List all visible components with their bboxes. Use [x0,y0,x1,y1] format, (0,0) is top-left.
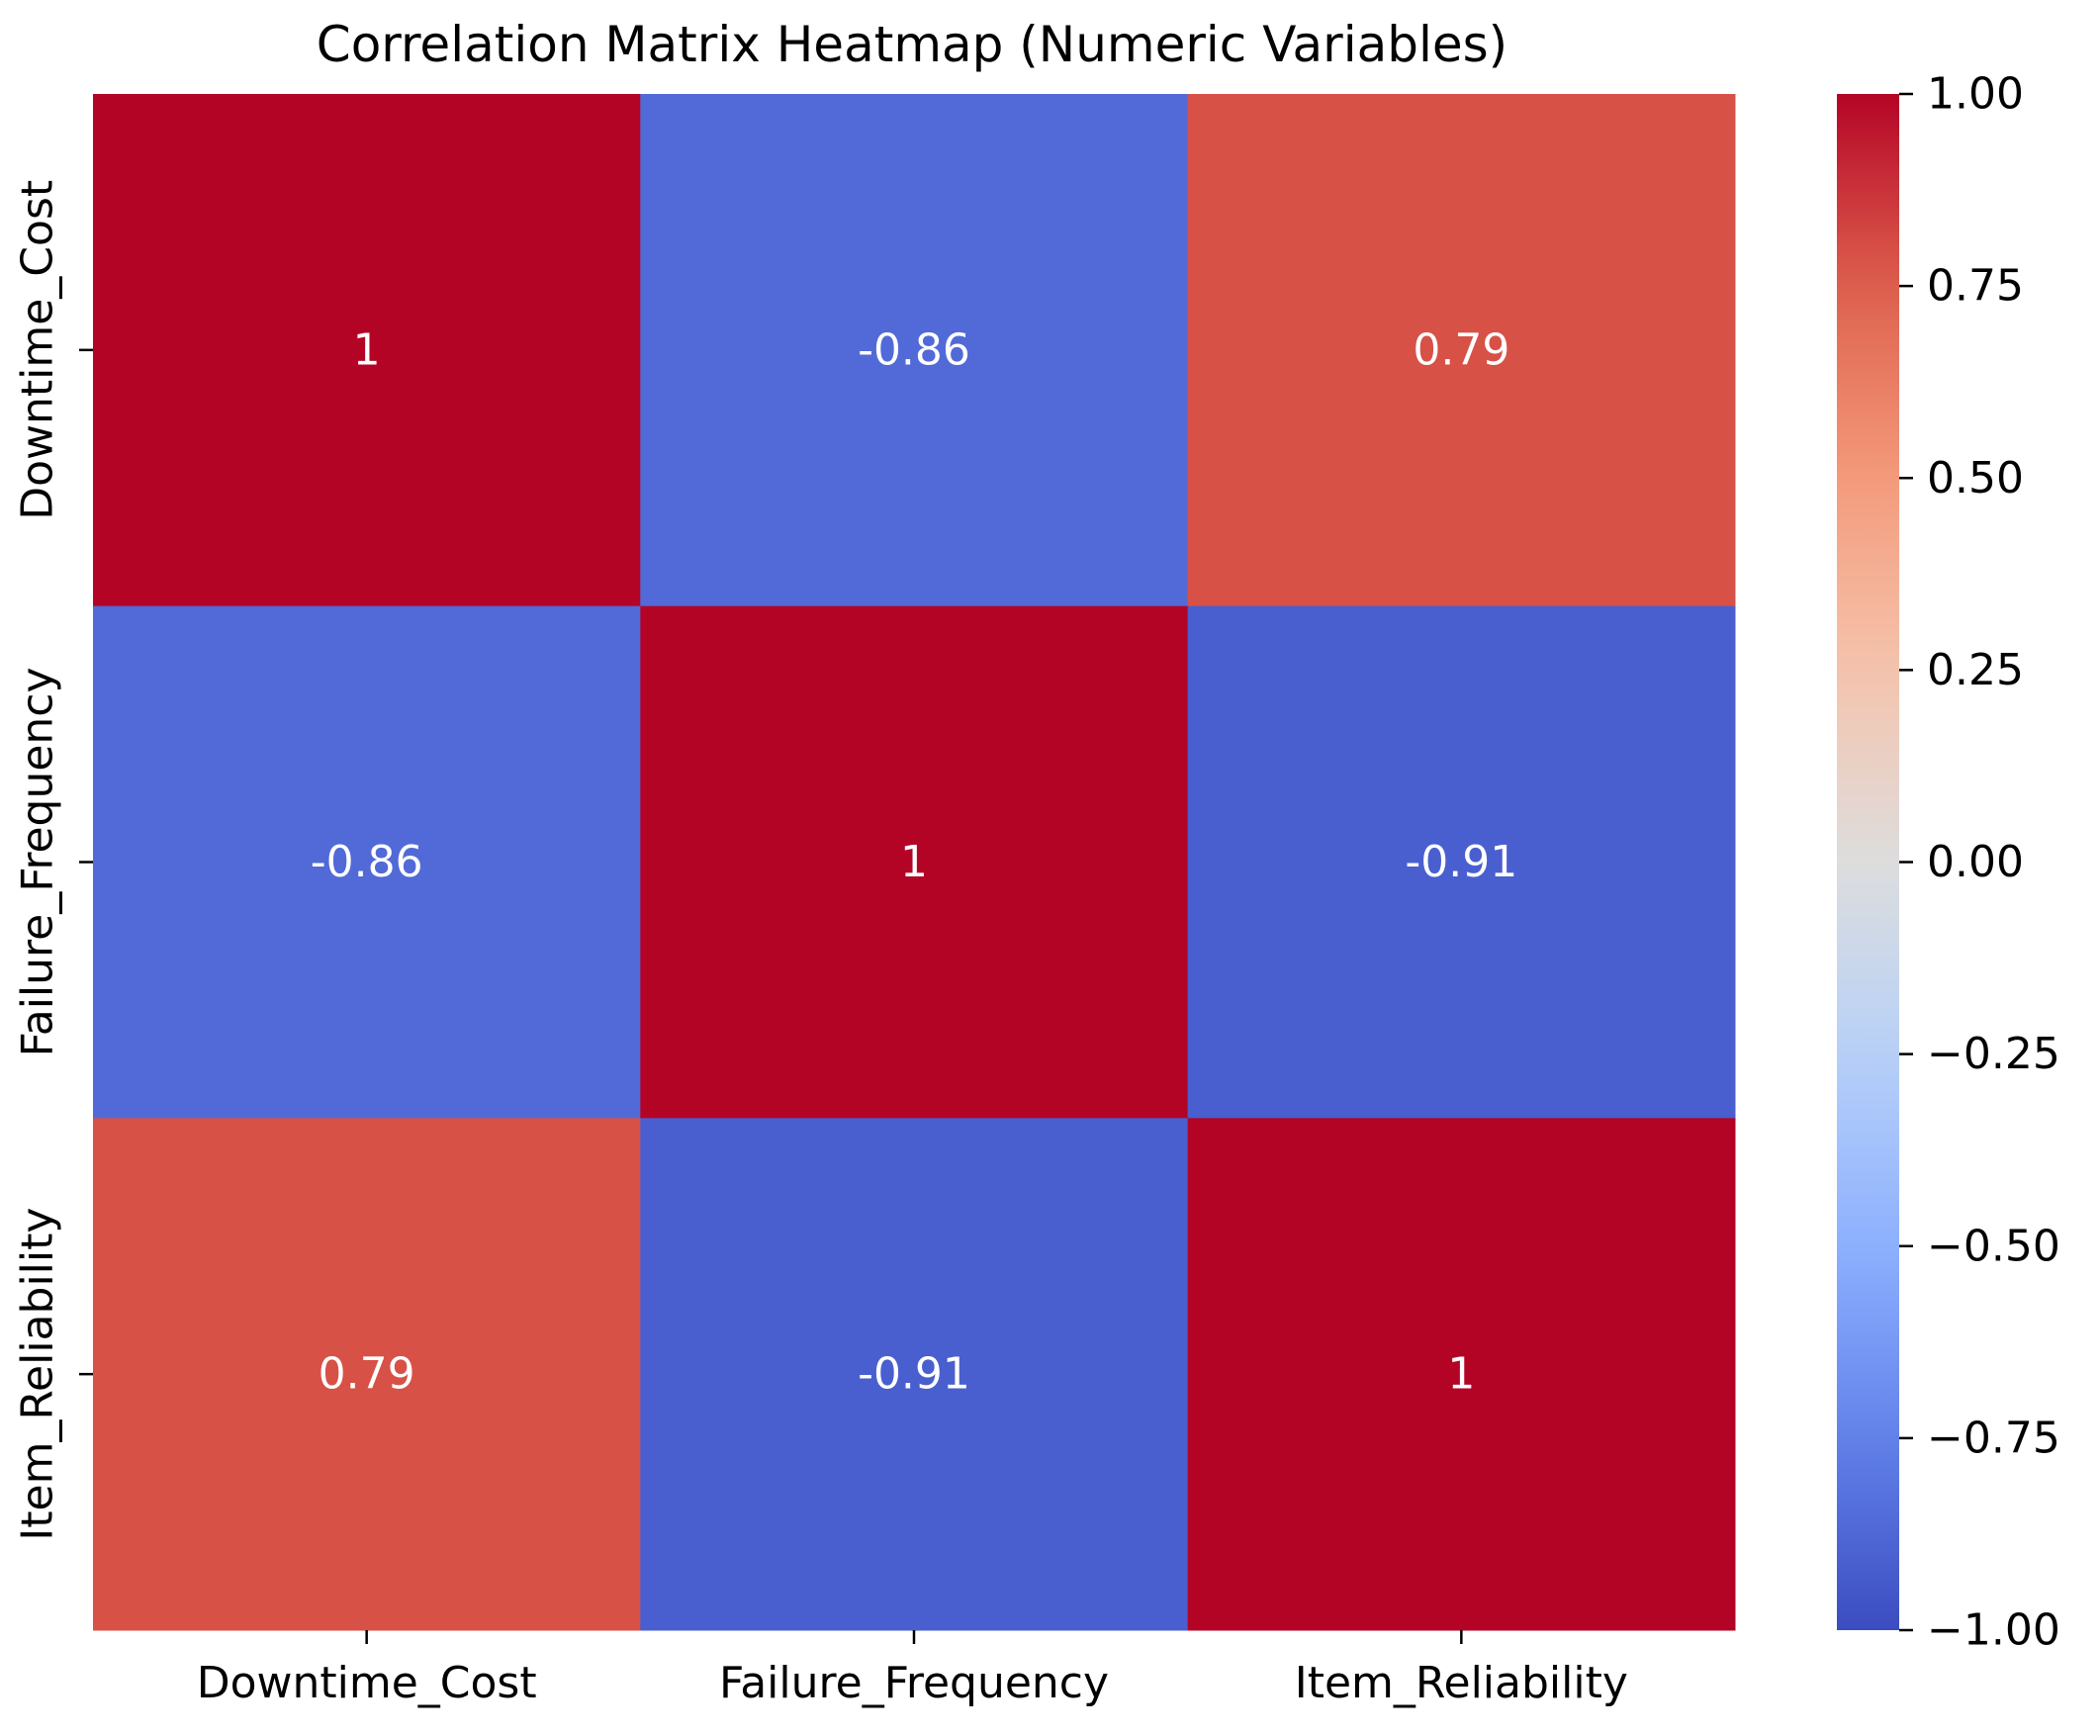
heatmap-cell-0-0 [93,94,641,607]
heatmap-cell-0-2 [1187,94,1736,607]
cell-annotation-1-2: -0.91 [1405,837,1517,887]
cell-annotation-1-0: -0.86 [311,837,423,887]
y-tick-label-0: Downtime_Cost [13,180,63,520]
cell-annotation-0-2: 0.79 [1413,324,1509,375]
x-tick-label-2: Item_Reliability [1295,1658,1628,1708]
colorbar-tick-label-8: −1.00 [1927,1605,2060,1656]
chart-title: Correlation Matrix Heatmap (Numeric Vari… [317,16,1507,73]
heatmap-cell-2-2 [1187,1118,1736,1631]
cell-annotation-1-1: 1 [900,837,928,887]
colorbar-tick-label-4: 0.00 [1927,837,2024,887]
y-axis: Downtime_Cost Failure_Frequency Item_Relia… [13,180,93,1541]
y-tick-label-1: Failure_Frequency [13,667,63,1056]
x-tick-label-1: Failure_Frequency [719,1658,1109,1708]
cell-annotation-2-1: -0.91 [858,1349,970,1400]
x-tick-label-0: Downtime_Cost [197,1658,537,1708]
heatmap-cell-1-1 [640,605,1189,1119]
cell-annotation-2-0: 0.79 [319,1349,415,1400]
heatmap-cell-0-1 [640,94,1189,607]
heatmap-cell-1-0 [93,605,641,1119]
cell-annotations: 1 -0.86 0.79 -0.86 1 -0.91 0.79 -0.91 1 [311,324,1518,1399]
cell-annotation-2-2: 1 [1447,1349,1475,1400]
colorbar-tick-label-3: 0.25 [1927,645,2024,695]
heatmap-cell-2-0 [93,1118,641,1631]
colorbar-tick-label-1: 0.75 [1927,261,2024,312]
heatmap-cell-2-1 [640,1118,1189,1631]
heatmap-cell-1-2 [1187,605,1736,1119]
colorbar-tick-label-5: −0.25 [1927,1029,2060,1079]
colorbar-tick-label-6: −0.50 [1927,1221,2060,1271]
colorbar-tick-label-2: 0.50 [1927,453,2024,503]
y-tick-label-2: Item_Reliability [13,1208,63,1541]
colorbar-gradient-bar [1837,94,1899,1630]
heatmap-cells [93,94,1736,1631]
colorbar-tick-label-7: −0.75 [1927,1413,2060,1463]
colorbar: 1.00 0.75 0.50 0.25 0.00 −0.25 −0.50 −0.75 −1.00 [1837,69,2060,1656]
cell-annotation-0-0: 1 [353,324,381,375]
x-axis: Downtime_Cost Failure_Frequency Item_Relia… [197,1630,1628,1708]
colorbar-tick-label-0: 1.00 [1927,69,2024,120]
cell-annotation-0-1: -0.86 [858,324,970,375]
